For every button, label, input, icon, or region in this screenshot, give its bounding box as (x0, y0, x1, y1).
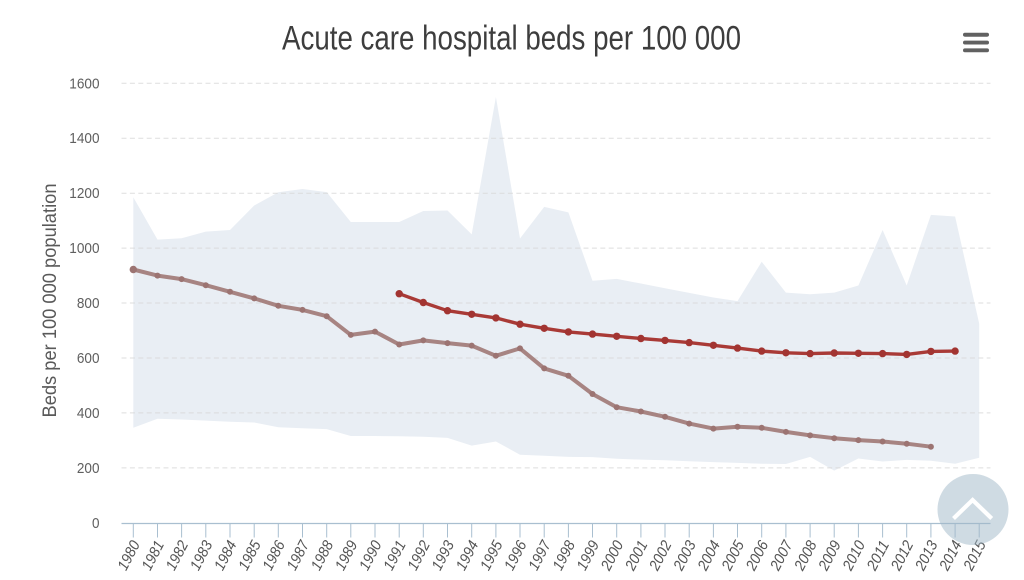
svg-text:400: 400 (77, 405, 100, 422)
svg-text:600: 600 (77, 350, 100, 367)
svg-text:200: 200 (77, 460, 100, 477)
svg-text:Acute care hospital beds per 1: Acute care hospital beds per 100 000 (282, 20, 741, 58)
svg-text:1400: 1400 (69, 130, 99, 147)
svg-text:1000: 1000 (69, 240, 99, 257)
svg-text:0: 0 (92, 515, 100, 532)
svg-text:1600: 1600 (69, 75, 99, 92)
svg-text:1200: 1200 (69, 185, 99, 202)
svg-text:800: 800 (77, 295, 100, 312)
svg-text:Beds per 100 000 population: Beds per 100 000 population (40, 184, 61, 418)
